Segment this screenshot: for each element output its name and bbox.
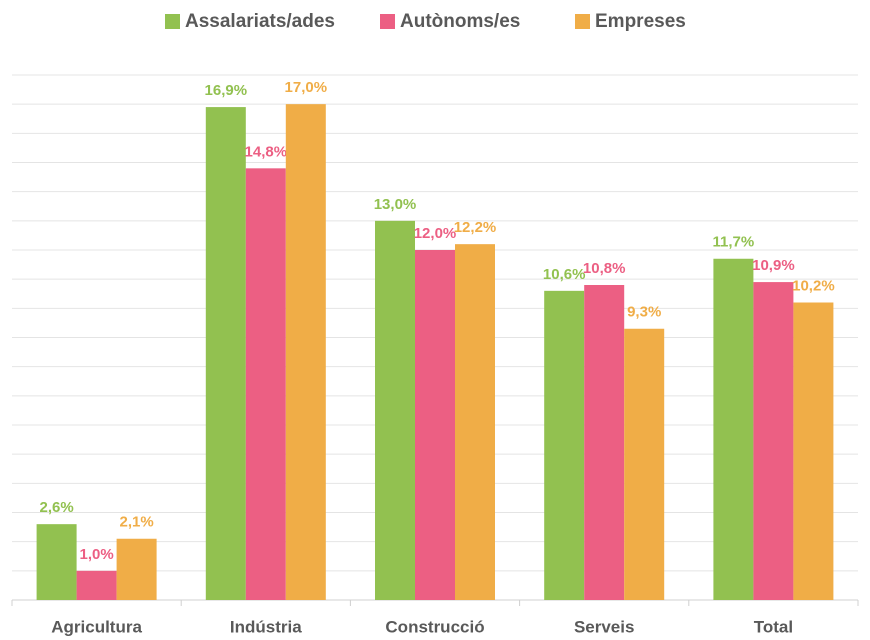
value-label: 12,0% [414,225,457,242]
bar [245,168,286,601]
value-label: 16,9% [205,82,248,99]
value-label: 10,2% [792,277,835,294]
bar [205,107,246,600]
bar [375,220,415,601]
bar [116,538,157,600]
bar [753,282,794,600]
legend-label: Empreses [595,11,686,32]
value-label: 2,6% [39,499,73,516]
x-tick-label: Construcció [385,617,484,636]
x-tick-label: Total [754,617,793,636]
x-tick-label: Agricultura [51,617,142,636]
value-label: 10,8% [583,260,626,277]
legend-label: Assalariats/ades [185,11,335,32]
bar [544,290,585,600]
value-label: 17,0% [285,79,328,96]
legend-swatch [380,14,395,29]
value-label: 13,0% [374,196,417,213]
value-label: 10,9% [752,257,795,274]
value-label: 11,7% [713,234,755,251]
value-label: 14,8% [245,143,288,160]
bar [36,524,77,600]
value-label: 9,3% [627,304,661,321]
bar [584,285,625,600]
bar [415,250,455,600]
x-tick-label: Serveis [574,617,635,636]
value-label: 2,1% [119,514,153,531]
bar [793,302,834,600]
value-label: 1,0% [79,546,113,563]
bar [285,104,326,601]
value-label: 12,2% [454,219,497,236]
bar [455,244,495,600]
legend-swatch [575,14,590,29]
bar [76,570,117,600]
value-label: 10,6% [543,266,586,283]
legend-label: Autònoms/es [400,11,520,32]
legend-swatch [165,14,180,29]
x-tick-label: Indústria [230,617,302,636]
bar [624,328,665,600]
bar [713,258,754,600]
